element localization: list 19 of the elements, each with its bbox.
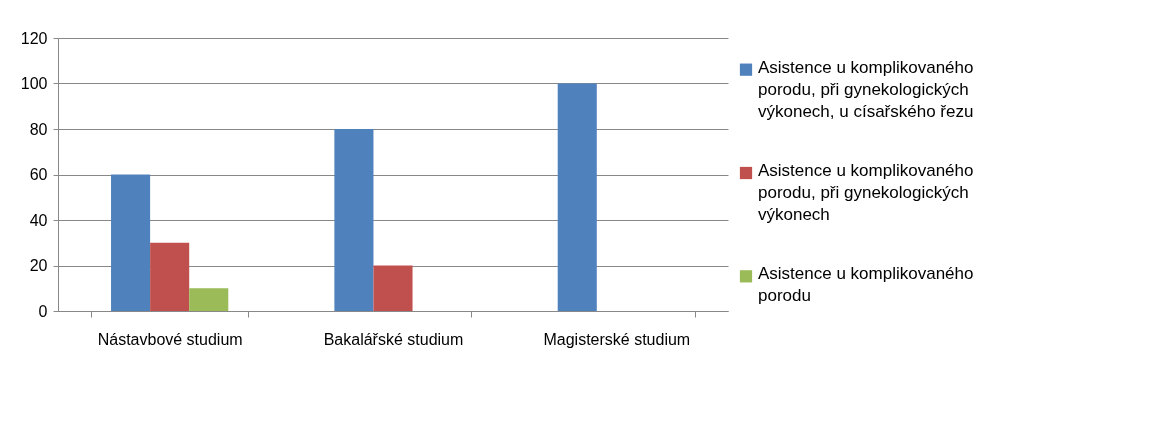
- legend-label: Asistence u komplikovaného porodu, při gynekologických výkonech: [758, 161, 974, 224]
- legend-label: Asistence u komplikovaného porodu: [758, 264, 974, 306]
- bar: [373, 265, 413, 311]
- x-tick-label: Magisterské studium: [543, 330, 691, 348]
- y-tick-label: 80: [29, 120, 48, 138]
- x-tick-label: Bakalářské studium: [323, 330, 464, 348]
- y-tick-label: 40: [29, 211, 48, 229]
- bar: [334, 129, 374, 311]
- bar: [111, 174, 151, 311]
- y-tick-label: 120: [20, 29, 48, 47]
- y-tick-label: 100: [20, 75, 48, 92]
- bar: [189, 288, 229, 311]
- bar: [557, 83, 597, 311]
- legend-label: Asistence u komplikovaného porodu, při gynekologických výkonech, u císařského řezu: [758, 57, 974, 121]
- bar: [150, 242, 190, 311]
- y-tick-label: 60: [29, 166, 48, 183]
- x-tick-label: Nástavbové studium: [97, 330, 243, 348]
- y-tick-label: 0: [38, 302, 48, 320]
- y-tick-label: 20: [29, 257, 48, 274]
